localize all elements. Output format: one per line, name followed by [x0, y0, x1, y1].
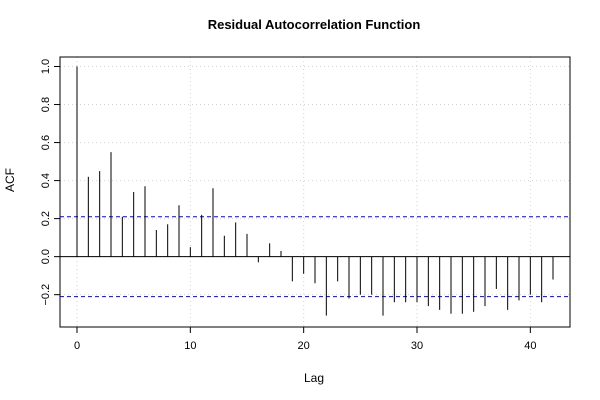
- y-tick-label: −0.2: [40, 284, 52, 306]
- x-axis: 0 10 20 30 40: [74, 327, 536, 352]
- x-tick-label: 10: [184, 340, 196, 352]
- y-axis-label: ACF: [3, 168, 17, 192]
- plot-frame: [59, 56, 571, 328]
- x-axis-label: Lag: [304, 371, 324, 385]
- y-tick-label: 0.8: [40, 97, 52, 112]
- acf-bars: [76, 66, 554, 316]
- x-tick-label: 0: [74, 340, 80, 352]
- chart-title: Residual Autocorrelation Function: [208, 17, 421, 32]
- y-tick-label: 0.6: [40, 135, 52, 150]
- x-tick-label: 30: [411, 340, 423, 352]
- x-tick-label: 20: [298, 340, 310, 352]
- y-axis: −0.2 0.0 0.2 0.4 0.6 0.8 1.0: [40, 59, 60, 306]
- y-tick-label: 0.4: [40, 173, 52, 188]
- y-tick-label: 0.2: [40, 211, 52, 226]
- y-tick-label: 1.0: [40, 59, 52, 74]
- grid-lines: [60, 57, 570, 327]
- y-tick-label: 0.0: [40, 249, 52, 264]
- x-tick-label: 40: [524, 340, 536, 352]
